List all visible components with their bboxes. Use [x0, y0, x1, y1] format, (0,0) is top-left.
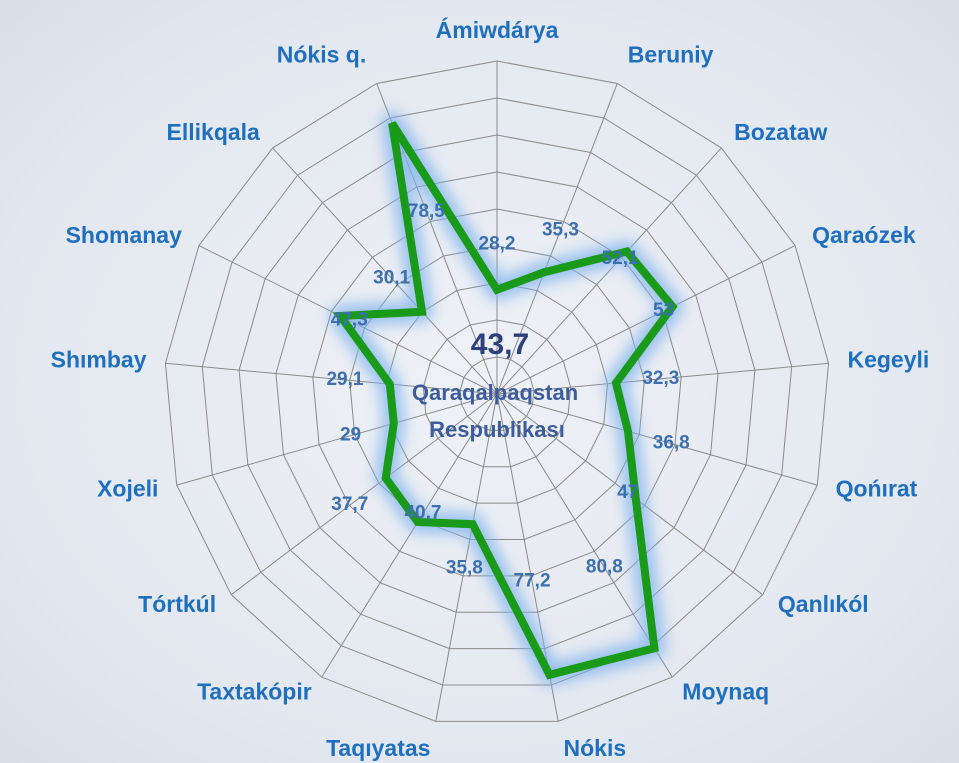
value-label: 30,1	[373, 267, 410, 288]
spoke	[435, 393, 498, 722]
category-label: Nókis	[564, 735, 627, 761]
spoke	[272, 147, 498, 395]
series-line	[332, 121, 678, 680]
category-label: Xojeli	[97, 475, 158, 501]
spoke	[496, 245, 796, 395]
grid-ring	[164, 60, 830, 722]
value-label: 47	[617, 482, 638, 503]
spoke	[230, 393, 498, 596]
value-label: 29,1	[326, 369, 363, 390]
value-label: 35,3	[542, 219, 579, 240]
value-label: 77,2	[514, 570, 551, 591]
category-label: Kegeyli	[847, 347, 929, 373]
spoke	[176, 393, 498, 486]
category-label: Qońırat	[836, 475, 918, 501]
category-label: Shımbay	[51, 347, 147, 373]
category-label: Tórtkúl	[138, 591, 216, 617]
value-label: 35,8	[446, 557, 483, 578]
spoke	[496, 362, 829, 395]
labels: 43,7 Qaraqalpaqstan Respublikası Ámiwdár…	[51, 16, 930, 761]
value-label: 40,7	[404, 503, 441, 524]
series	[329, 112, 684, 686]
value-label: 36,8	[653, 433, 690, 454]
category-label: Beruniy	[628, 42, 714, 68]
grid-ring	[422, 319, 572, 468]
spoke	[496, 147, 722, 395]
category-label: Ellikqala	[167, 119, 261, 145]
category-label: Moynaq	[682, 678, 769, 704]
center-text: Respublikası	[429, 417, 565, 442]
value-label: 53	[653, 300, 674, 321]
category-label: Nókis q.	[277, 42, 366, 68]
category-label: Shomanay	[66, 222, 183, 248]
category-label: Taqıyatas	[326, 735, 430, 761]
center-text: Qaraqalpaqstan	[412, 380, 578, 405]
grid-ring	[238, 134, 756, 650]
spoke	[496, 393, 818, 486]
category-label: Qanlıkól	[778, 591, 869, 617]
grid	[164, 60, 830, 722]
value-label: 47,3	[331, 309, 368, 330]
value-label: 28,2	[479, 234, 516, 255]
value-label: 29	[340, 425, 361, 446]
category-label: Qaraózek	[812, 222, 916, 248]
value-label: 37,7	[331, 494, 368, 515]
center-value: 43,7	[471, 328, 529, 361]
grid-ring	[201, 97, 793, 686]
category-label: Taxtakópir	[197, 678, 312, 704]
value-label: 80,8	[586, 556, 623, 577]
spoke	[321, 393, 498, 678]
category-label: Bozataw	[734, 119, 827, 145]
value-label: 32,3	[642, 368, 679, 389]
spoke	[496, 83, 618, 395]
grid-ring	[459, 356, 535, 431]
grid-ring	[275, 171, 719, 613]
grid-ring	[385, 282, 609, 504]
value-label: 52,1	[602, 248, 639, 269]
spoke	[165, 362, 498, 395]
value-label: 78,5	[408, 201, 445, 222]
category-label: Ámiwdárya	[436, 16, 559, 43]
